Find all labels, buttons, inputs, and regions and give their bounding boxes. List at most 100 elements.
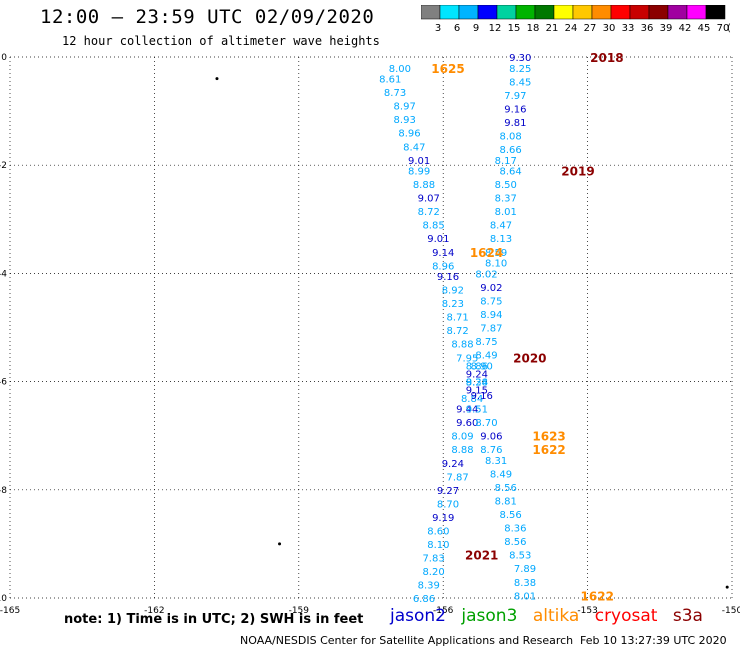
wave-height-label: 9.24 — [442, 459, 464, 470]
wave-height-label: 8.09 — [451, 432, 473, 443]
color-scale-label: 3 — [435, 23, 441, 34]
wave-height-label: 8.49 — [490, 470, 512, 481]
wave-height-label: 8.01 — [495, 207, 517, 218]
wave-height-label: 8.50 — [495, 180, 517, 191]
wave-height-label: 8.71 — [447, 313, 469, 324]
wave-height-label: 8.96 — [432, 261, 454, 272]
color-scale-label: 12 — [489, 23, 502, 34]
wave-height-label: 8.36 — [504, 524, 526, 535]
wave-height-label: 8.53 — [509, 551, 531, 562]
wave-height-label: 9.44 — [456, 405, 478, 416]
y-tick-label: -10 — [0, 594, 7, 604]
wave-height-label: 7.89 — [514, 564, 536, 575]
y-tick-label: -8 — [0, 486, 7, 496]
y-tick-label: -4 — [0, 269, 7, 279]
wave-height-label: 9.16 — [471, 391, 493, 402]
credit-text: NOAA/NESDIS Center for Satellite Applica… — [240, 634, 574, 647]
color-swatch — [705, 5, 726, 20]
wave-height-label: 8.01 — [514, 591, 536, 602]
wave-height-label: 9.01 — [427, 234, 449, 245]
wave-height-label: 8.23 — [442, 299, 464, 310]
color-scale-label: 30 — [603, 23, 616, 34]
footnote: note: 1) Time is in UTC; 2) SWH is in fe… — [64, 612, 364, 627]
pass-time-label: 1622 — [532, 443, 565, 457]
wave-height-label: 8.72 — [418, 207, 440, 218]
wave-height-label: 9.16 — [504, 104, 526, 115]
wave-height-label: 7.83 — [422, 553, 444, 564]
pass-time-label: 2019 — [561, 165, 594, 179]
island-marker — [725, 585, 729, 589]
satellite-legend: jason2 jason3 altika cryosat s3a — [390, 606, 713, 626]
color-scale-label: 24 — [565, 23, 578, 34]
wave-height-label: 8.84 — [461, 394, 483, 405]
color-scale-label: 6 — [454, 23, 460, 34]
island-marker — [215, 77, 219, 81]
wave-height-label: 9.81 — [504, 118, 526, 129]
page-subtitle: 12 hour collection of altimeter wave hei… — [62, 34, 380, 48]
wave-height-label: 8.47 — [490, 221, 512, 232]
x-tick-label: -150 — [722, 606, 740, 616]
y-tick-label: -6 — [0, 378, 7, 388]
color-scale-label: 9 — [473, 23, 479, 34]
color-scale-label: 15 — [508, 23, 521, 34]
wave-height-label: 8.70 — [437, 499, 459, 510]
wave-height-label: 8.66 — [499, 145, 521, 156]
page-title: 12:00 – 23:59 UTC 02/09/2020 — [40, 6, 375, 28]
pass-time-label: 1624 — [470, 246, 503, 260]
wave-height-label: 9.07 — [418, 194, 440, 205]
x-tick-label: -159 — [289, 606, 310, 616]
wave-height-label: 7.87 — [447, 472, 469, 483]
color-scale-label: 70 — [717, 23, 730, 34]
wave-height-label: 8.56 — [504, 537, 526, 548]
wave-height-label: 8.49 — [475, 351, 497, 362]
wave-height-label: 8.64 — [499, 167, 521, 178]
x-tick-label: -162 — [144, 606, 164, 616]
generated-timestamp: Feb 10 13:27:39 UTC 2020 — [580, 634, 727, 647]
wave-height-label: 8.72 — [447, 326, 469, 337]
wave-height-label: 8.56 — [499, 510, 521, 521]
wave-height-label: 8.20 — [422, 567, 444, 578]
x-tick-label: -165 — [0, 606, 20, 616]
wave-height-label: 9.30 — [509, 53, 531, 64]
map-plot: -165 -162 -159 -156 -153 -150 0 -2 -4 -6 -8 -10 8.00… — [0, 51, 740, 616]
wave-height-label: 9.27 — [437, 486, 459, 497]
legend-cryosat: cryosat — [594, 606, 658, 626]
wave-height-label: 8.31 — [485, 456, 507, 467]
wave-height-label: 8.75 — [480, 296, 502, 307]
color-scale-label: 42 — [679, 23, 692, 34]
wave-height-label: 8.38 — [514, 578, 536, 589]
y-tick-label: 0 — [1, 53, 7, 63]
wave-height-label: 8.59 — [485, 248, 507, 259]
x-tick-label: -153 — [577, 606, 597, 616]
wave-height-label: 8.86 — [466, 361, 488, 372]
wave-height-label: 8.10 — [485, 259, 507, 270]
color-scale-unit: (ft) — [727, 23, 731, 34]
wave-height-label: 7.95 — [456, 353, 478, 364]
color-scale-label: 21 — [546, 23, 559, 34]
color-scale-label: 36 — [641, 23, 654, 34]
pass-time-label: 2020 — [513, 351, 546, 365]
wave-height-label: 8.75 — [475, 337, 497, 348]
wave-height-label: 9.24 — [466, 369, 488, 380]
legend-jason2: jason2 — [390, 606, 446, 626]
wave-height-label: 9.19 — [432, 513, 454, 524]
color-scale-label: 39 — [660, 23, 673, 34]
wave-height-label: 9.02 — [480, 283, 502, 294]
wave-height-label: 8.76 — [480, 445, 502, 456]
color-scale-label: 27 — [584, 23, 597, 34]
wave-height-label: 8.17 — [495, 156, 517, 167]
pass-time-label: 2018 — [590, 51, 623, 65]
wave-height-label: 9.14 — [432, 248, 454, 259]
pass-time-label: 2021 — [465, 549, 498, 563]
wave-height-label: 9.06 — [480, 432, 502, 443]
wave-height-label: 9.38 — [466, 378, 488, 389]
wave-height-label: 8.08 — [499, 131, 521, 142]
wave-height-label: 9.51 — [466, 405, 488, 416]
wave-height-label: 8.70 — [475, 418, 497, 429]
wave-height-label: 8.39 — [418, 580, 440, 591]
wave-height-label: 8.92 — [442, 286, 464, 297]
wave-height-label: 8.10 — [427, 540, 449, 551]
pass-time-label: 1622 — [581, 589, 614, 603]
wave-height-label: 8.99 — [408, 167, 430, 178]
